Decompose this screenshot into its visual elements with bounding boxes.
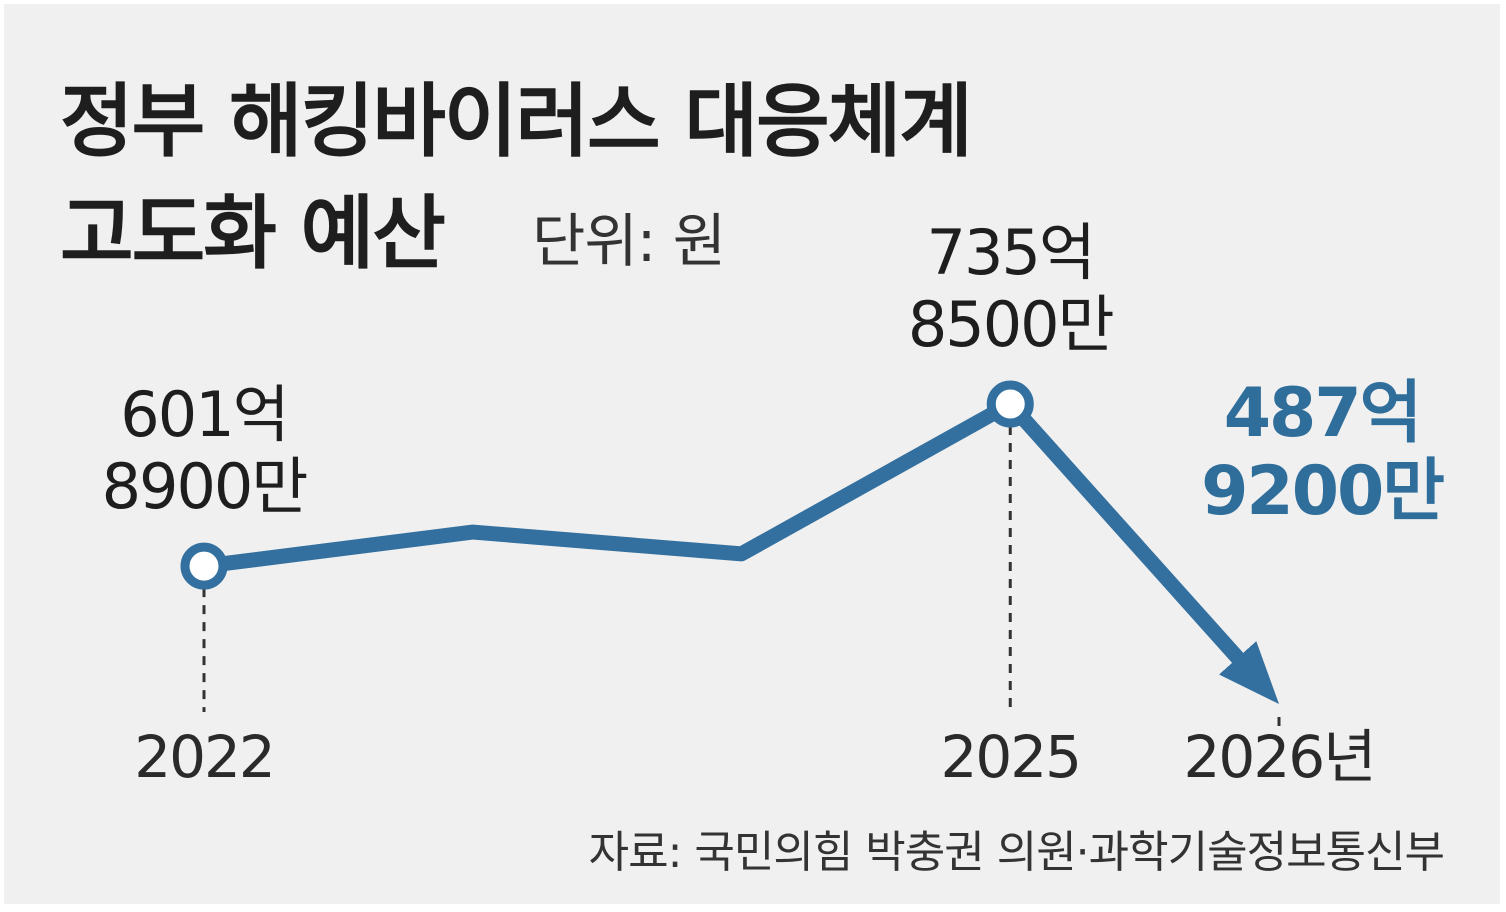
series-line [196, 396, 1018, 574]
data-point-marker [180, 542, 228, 590]
chart-card: 정부 해킹바이러스 대응체계 고도화 예산 단위: 원 2022 2025 2026… [4, 4, 1500, 904]
x-tick-label: 2022 [134, 723, 274, 791]
unit-label: 단위: 원 [532, 207, 726, 275]
data-value-label: 487억 9200만 [1201, 374, 1444, 531]
decline-arrow [1002, 396, 1279, 705]
x-tick-label: 2026년 [1184, 723, 1375, 791]
x-tick-label: 2025 [940, 723, 1080, 791]
data-point-marker [986, 380, 1034, 428]
chart-title: 정부 해킹바이러스 대응체계 고도화 예산 [60, 66, 973, 290]
chart-title-line1: 정부 해킹바이러스 대응체계 [60, 75, 973, 168]
data-value-label: 735억 8500만 [908, 216, 1113, 361]
line-chart: 2022 2025 2026년 601억 8900만 735억 8500만 487억 9200… [102, 216, 1447, 791]
chart-title-line2: 고도화 예산 [60, 187, 446, 280]
source-note: 자료: 국민의힘 박충권 의원·과학기술정보통신부 [588, 827, 1445, 878]
data-value-label: 601억 8900만 [102, 378, 307, 523]
